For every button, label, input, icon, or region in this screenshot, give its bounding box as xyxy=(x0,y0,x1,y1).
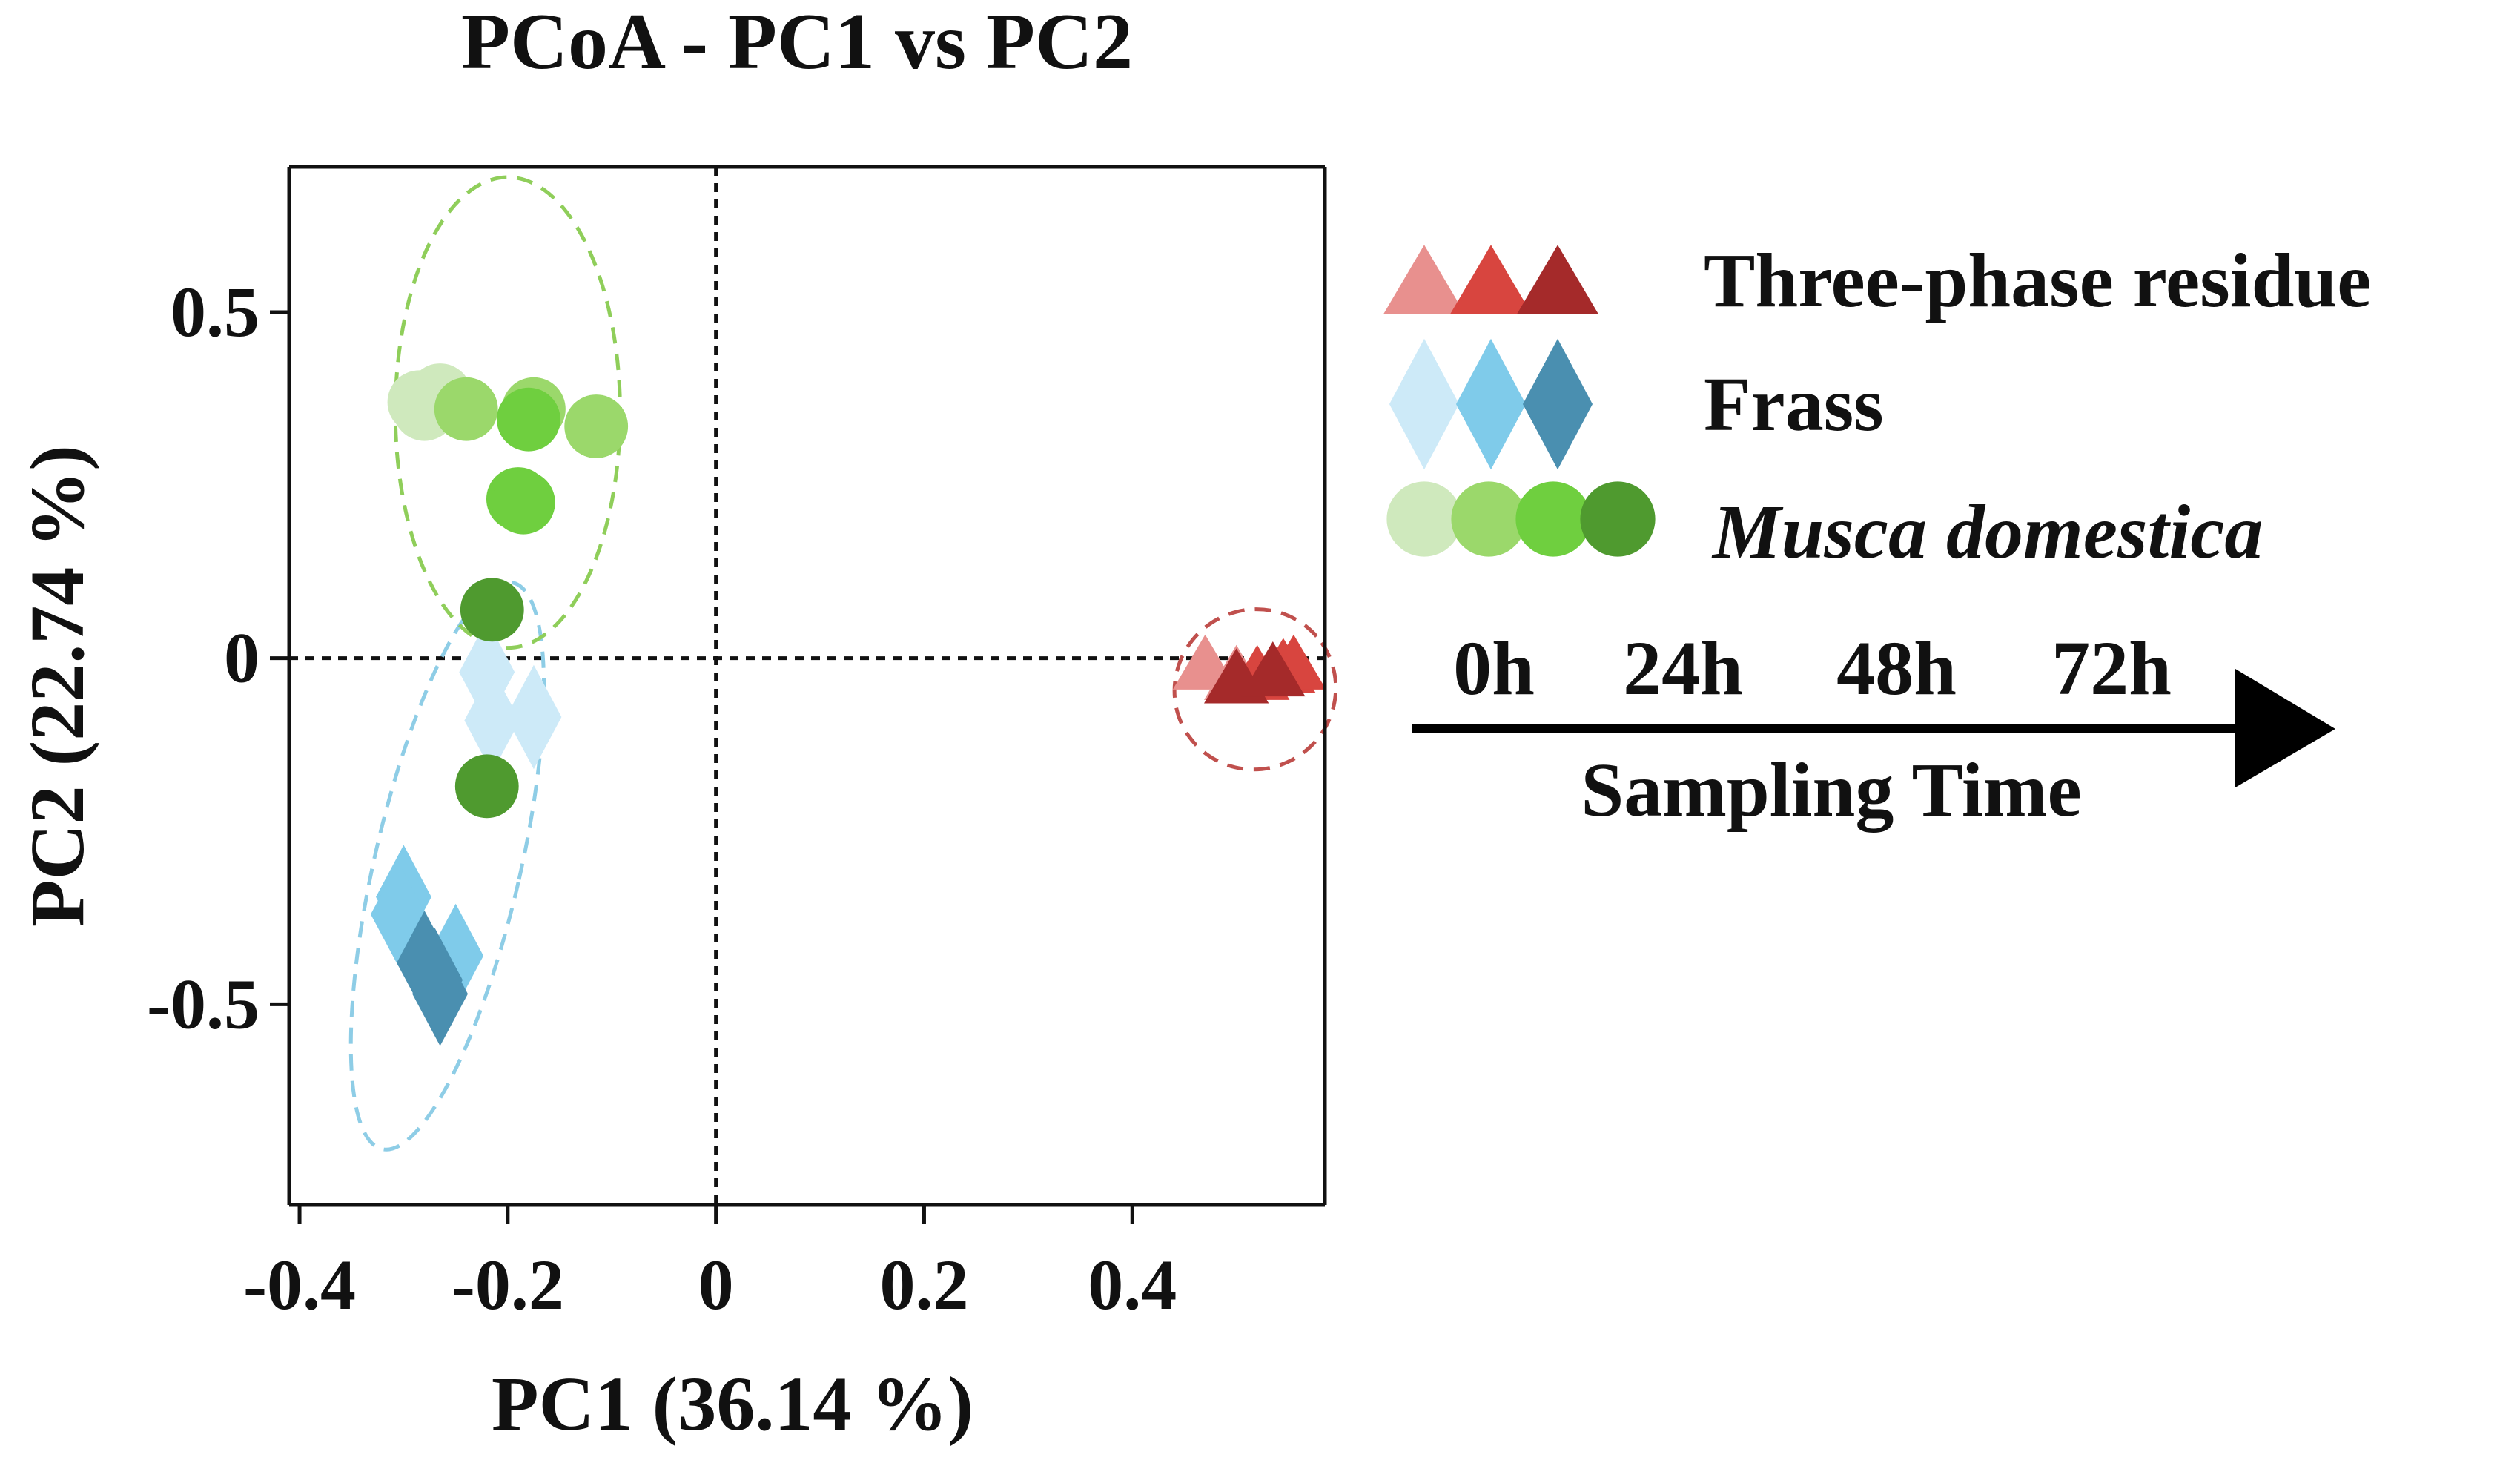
legend-swatch-musca-domestica-4 xyxy=(1580,481,1656,557)
time-axis-label: Sampling Time xyxy=(1581,747,2081,833)
plot-area xyxy=(289,167,1338,1205)
legend-swatch-frass-1 xyxy=(1389,338,1460,470)
point-three-phase-residue-48h-2 xyxy=(1240,641,1306,697)
legend-label-musca-domestica: Musca domestica xyxy=(1711,489,2263,575)
ellipse-three-phase-residue xyxy=(1172,607,1338,772)
legend-swatch-musca-domestica-3 xyxy=(1515,481,1591,557)
legend-swatch-three-phase-residue-2 xyxy=(1450,245,1532,314)
point-musca-domestica-24h-3 xyxy=(564,394,629,458)
x-tick-label: 0.4 xyxy=(1088,1245,1177,1324)
legend-label-three-phase-residue: Three-phase residue xyxy=(1704,238,2371,323)
y-axis-label: PC2 (22.74 %) xyxy=(15,445,100,927)
legend: Three-phase residue Frass Musca domestic… xyxy=(1383,238,2371,833)
legend-swatch-frass-2 xyxy=(1455,338,1527,470)
point-musca-domestica-72h-1 xyxy=(460,578,524,642)
time-label-48h: 48h xyxy=(1836,626,1957,711)
point-musca-domestica-72h-2 xyxy=(454,754,519,819)
point-frass-0h-2 xyxy=(464,668,520,773)
ellipse-frass xyxy=(348,580,546,1152)
x-tick-label: 0.2 xyxy=(879,1245,968,1324)
legend-label-frass: Frass xyxy=(1704,362,1884,447)
legend-swatch-musca-domestica-2 xyxy=(1451,481,1527,557)
legend-swatch-three-phase-residue-3 xyxy=(1517,245,1598,314)
chart-title: PCoA - PC1 vs PC2 xyxy=(461,0,1133,86)
y-tick-label: -0.5 xyxy=(147,964,259,1043)
x-tick-label: -0.4 xyxy=(243,1245,356,1324)
y-tick-label: 0 xyxy=(224,618,259,698)
time-label-72h: 72h xyxy=(2051,626,2172,711)
x-tick-label: -0.2 xyxy=(452,1245,564,1324)
point-musca-domestica-24h-1 xyxy=(434,377,498,441)
point-frass-48h-3 xyxy=(412,942,469,1046)
time-label-0h: 0h xyxy=(1453,626,1535,711)
x-axis-label: PC1 (36.14 %) xyxy=(492,1361,973,1447)
legend-swatch-musca-domestica-1 xyxy=(1386,481,1462,557)
point-musca-domestica-48h-1 xyxy=(497,387,560,452)
point-musca-domestica-48h-3 xyxy=(492,470,555,535)
time-arrow-head xyxy=(2235,669,2335,787)
legend-swatch-frass-3 xyxy=(1522,338,1593,470)
legend-swatch-three-phase-residue-1 xyxy=(1383,245,1465,314)
time-label-24h: 24h xyxy=(1623,626,1743,711)
point-frass-0h-3 xyxy=(506,664,562,770)
y-tick-label: 0.5 xyxy=(171,272,259,351)
x-tick-label: 0 xyxy=(698,1245,734,1324)
axes: -0.4 -0.2 0 0.2 0.4 0.5 0 -0.5 xyxy=(147,272,1177,1324)
